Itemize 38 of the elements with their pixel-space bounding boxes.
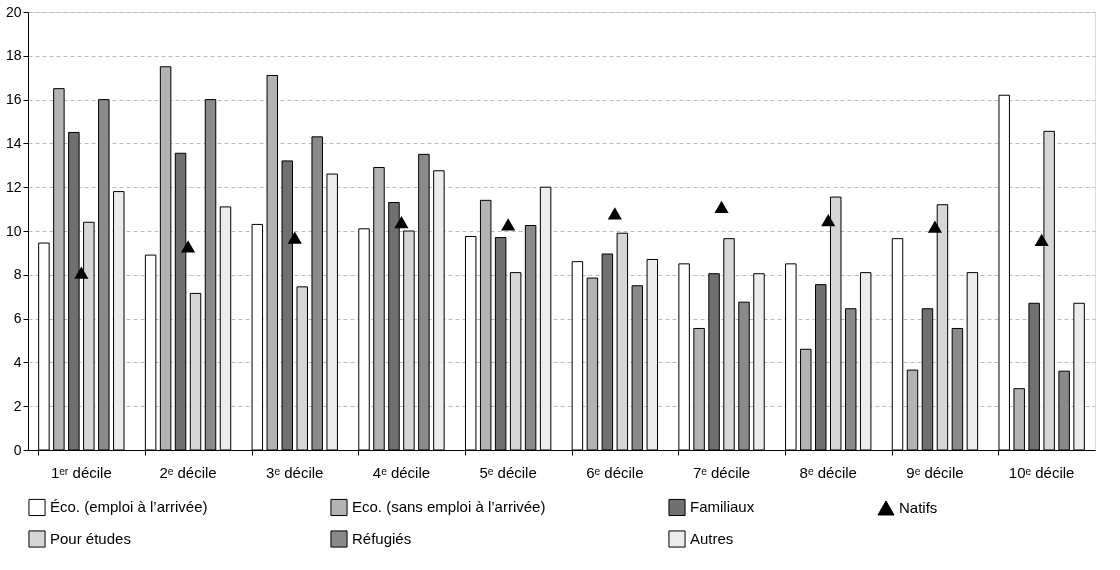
- point: [927, 220, 943, 233]
- y-tick-label: 8: [13, 266, 22, 283]
- point: [501, 218, 516, 231]
- point: [287, 231, 302, 244]
- legend-label: Autres: [690, 530, 734, 547]
- x-tick-label: 9ᵉ décile: [906, 463, 964, 481]
- legend-label: Eco. (sans emploi à l’arrivée): [352, 498, 546, 516]
- point: [714, 200, 729, 214]
- y-tick-label: 16: [5, 91, 22, 108]
- y-tick-label: 14: [5, 134, 22, 151]
- legend-label: Pour études: [50, 530, 131, 547]
- legend-label: Natifs: [899, 499, 938, 517]
- point: [821, 213, 836, 227]
- x-tick-label: 1ᵉʳ décile: [50, 463, 112, 481]
- point: [607, 207, 622, 220]
- y-tick-label: 2: [13, 397, 22, 414]
- y-tick-label: 12: [5, 178, 22, 195]
- legend-label: Familiaux: [690, 498, 755, 516]
- x-tick-label: 5ᵉ décile: [479, 463, 537, 481]
- point: [394, 216, 409, 229]
- y-tick-label: 0: [13, 441, 22, 458]
- x-tick-label: 7ᵉ décile: [692, 463, 751, 481]
- y-tick-label: 4: [13, 353, 22, 370]
- x-tick-label: 8ᵉ décile: [799, 463, 857, 481]
- x-tick-label: 6ᵉ décile: [586, 463, 644, 481]
- legend-label: Éco. (emploi à l’arrivée): [50, 498, 208, 516]
- point: [74, 266, 89, 279]
- legend-label: Réfugiés: [352, 530, 412, 547]
- point: [180, 240, 196, 253]
- x-tick-label: 2ᵉ décile: [159, 463, 217, 481]
- point: [1034, 233, 1049, 246]
- y-tick-label: 18: [5, 47, 22, 64]
- y-tick-label: 6: [13, 310, 22, 327]
- x-tick-label: 10ᵉ décile: [1008, 463, 1075, 481]
- x-tick-label: 3ᵉ décile: [266, 463, 324, 481]
- y-tick-label: 10: [5, 222, 22, 239]
- y-tick-label: 20: [5, 3, 22, 20]
- x-tick-label: 4ᵉ décile: [372, 463, 431, 481]
